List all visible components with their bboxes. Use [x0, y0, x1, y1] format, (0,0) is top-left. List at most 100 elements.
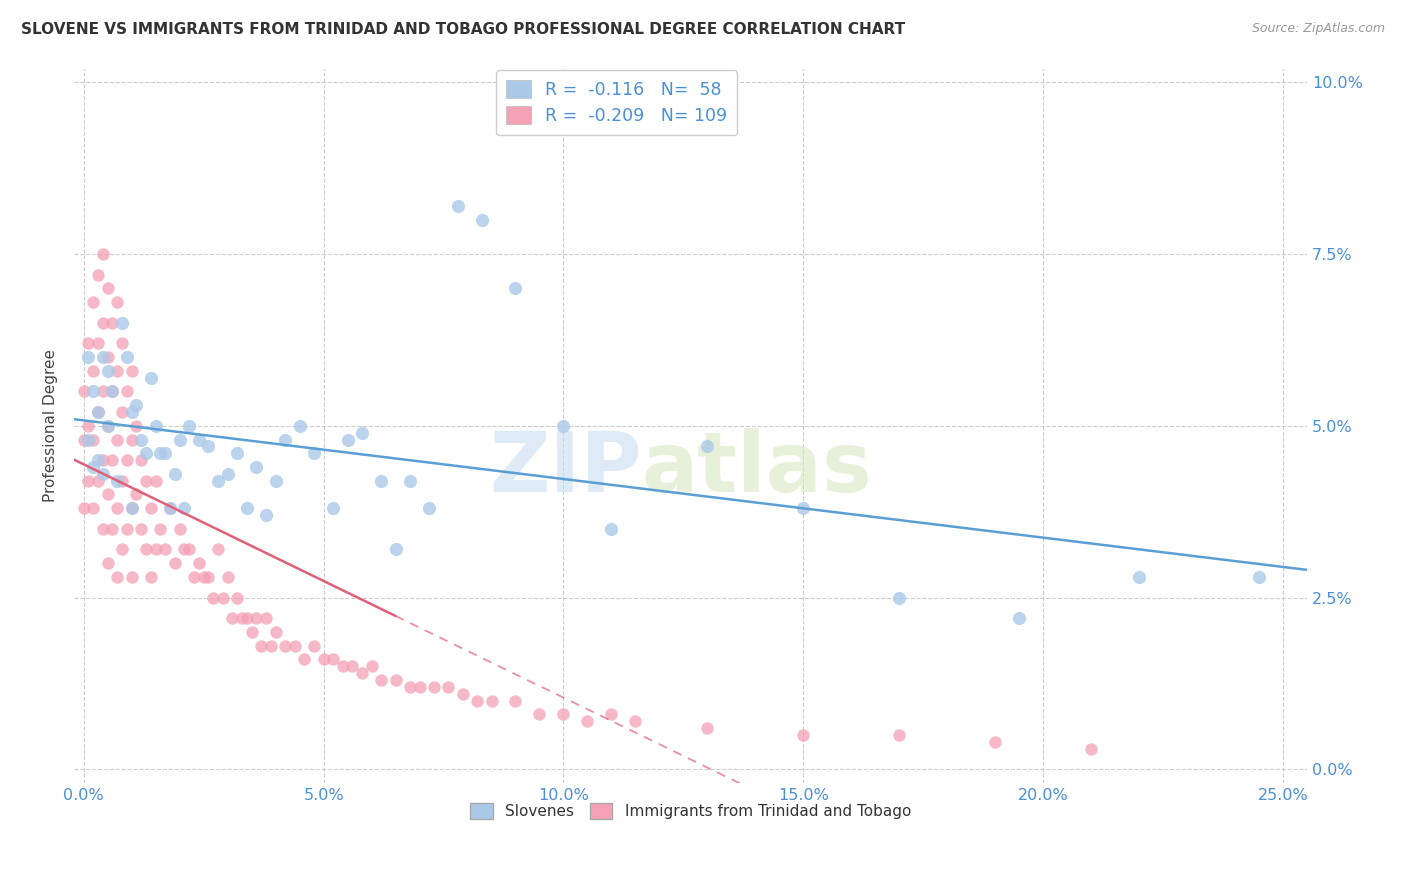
Point — [408, 680, 430, 694]
Point — [97, 556, 120, 570]
Point — [91, 384, 114, 399]
Point — [101, 522, 124, 536]
Point — [624, 714, 647, 729]
Point — [226, 446, 249, 460]
Point — [82, 460, 104, 475]
Point — [254, 611, 277, 625]
Point — [360, 659, 382, 673]
Point — [264, 624, 287, 639]
Point — [91, 350, 114, 364]
Point — [125, 398, 148, 412]
Point — [226, 591, 249, 605]
Point — [179, 418, 201, 433]
Point — [1249, 570, 1271, 584]
Point — [101, 384, 124, 399]
Point — [145, 474, 167, 488]
Point — [121, 433, 143, 447]
Point — [77, 433, 100, 447]
Point — [553, 418, 575, 433]
Point — [159, 501, 181, 516]
Point — [101, 453, 124, 467]
Point — [245, 460, 267, 475]
Point — [129, 522, 152, 536]
Point — [576, 714, 599, 729]
Point — [169, 522, 191, 536]
Point — [82, 433, 104, 447]
Point — [399, 474, 422, 488]
Point — [696, 439, 718, 453]
Point — [288, 418, 311, 433]
Point — [322, 501, 344, 516]
Point — [77, 474, 100, 488]
Point — [183, 570, 205, 584]
Point — [115, 453, 138, 467]
Point — [197, 439, 219, 453]
Point — [111, 405, 134, 419]
Point — [1128, 570, 1150, 584]
Point — [145, 418, 167, 433]
Point — [135, 542, 157, 557]
Point — [173, 542, 195, 557]
Point — [1008, 611, 1031, 625]
Point — [139, 370, 162, 384]
Point — [139, 501, 162, 516]
Point — [217, 570, 239, 584]
Point — [322, 652, 344, 666]
Y-axis label: Professional Degree: Professional Degree — [44, 350, 58, 502]
Point — [111, 542, 134, 557]
Point — [163, 467, 186, 481]
Point — [471, 212, 494, 227]
Point — [115, 522, 138, 536]
Point — [135, 446, 157, 460]
Point — [240, 624, 263, 639]
Point — [260, 639, 283, 653]
Point — [121, 405, 143, 419]
Point — [97, 418, 120, 433]
Point — [135, 474, 157, 488]
Point — [91, 316, 114, 330]
Point — [111, 316, 134, 330]
Point — [274, 639, 297, 653]
Point — [129, 453, 152, 467]
Point — [87, 405, 110, 419]
Point — [447, 199, 470, 213]
Point — [889, 728, 911, 742]
Point — [231, 611, 253, 625]
Point — [221, 611, 243, 625]
Point — [82, 384, 104, 399]
Point — [302, 639, 325, 653]
Point — [302, 446, 325, 460]
Point — [350, 666, 373, 681]
Point — [82, 501, 104, 516]
Point — [211, 591, 233, 605]
Point — [437, 680, 460, 694]
Point — [236, 611, 259, 625]
Point — [73, 433, 96, 447]
Point — [155, 446, 177, 460]
Point — [399, 680, 422, 694]
Point — [73, 501, 96, 516]
Point — [197, 570, 219, 584]
Point — [254, 508, 277, 522]
Point — [121, 364, 143, 378]
Point — [792, 501, 814, 516]
Point — [370, 474, 392, 488]
Point — [129, 433, 152, 447]
Point — [1080, 741, 1102, 756]
Point — [97, 350, 120, 364]
Point — [97, 364, 120, 378]
Point — [187, 556, 209, 570]
Point — [292, 652, 315, 666]
Point — [169, 433, 191, 447]
Point — [105, 433, 128, 447]
Point — [217, 467, 239, 481]
Point — [121, 570, 143, 584]
Point — [792, 728, 814, 742]
Point — [97, 487, 120, 501]
Point — [87, 474, 110, 488]
Point — [465, 693, 488, 707]
Point — [274, 433, 297, 447]
Point — [101, 316, 124, 330]
Text: atlas: atlas — [641, 428, 872, 509]
Point — [149, 522, 172, 536]
